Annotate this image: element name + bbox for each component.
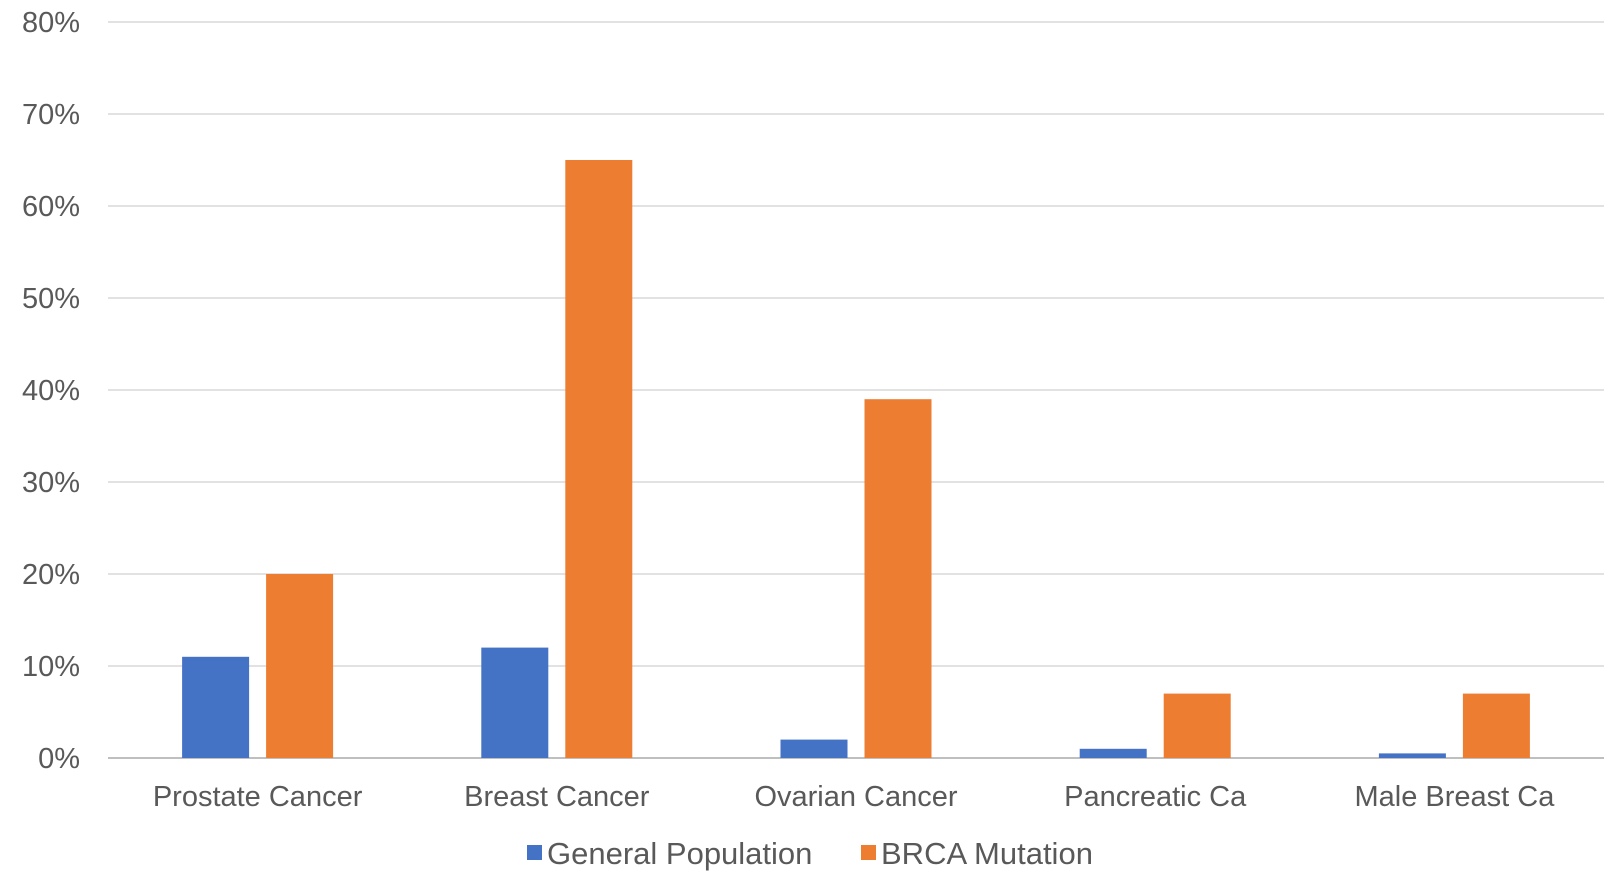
bar-general-population-0 [182,656,250,758]
x-category-label: Prostate Cancer [153,781,363,813]
legend-label: BRCA Mutation [881,836,1093,871]
bar-brca-mutation-1 [565,160,633,758]
x-category-label: Male Breast Ca [1354,781,1555,813]
bars [182,160,1530,758]
bar-general-population-2 [780,739,848,758]
bar-brca-mutation-3 [1163,693,1231,758]
x-category-label: Breast Cancer [464,781,650,813]
y-tick-label: 60% [22,191,80,223]
bar-brca-mutation-2 [864,399,932,758]
bar-general-population-4 [1378,753,1446,758]
gridlines [108,21,1604,759]
bar-general-population-1 [481,647,549,758]
x-category-label: Ovarian Cancer [754,781,957,813]
y-tick-label: 30% [22,467,80,499]
x-category-label: Pancreatic Ca [1064,781,1247,813]
y-axis-tick-labels: 0% 10% 20% 30% 40% 50% 60% 70% 80% [22,7,80,775]
legend: General Population BRCA Mutation [527,836,1093,871]
legend-label: General Population [547,836,812,871]
legend-swatch-brca-mutation [861,845,876,860]
x-axis-category-labels: Prostate Cancer Breast Cancer Ovarian Canc… [153,781,1555,813]
y-tick-label: 20% [22,559,80,591]
y-tick-label: 80% [22,7,80,39]
bar-general-population-3 [1079,748,1147,758]
y-tick-label: 70% [22,99,80,131]
y-tick-label: 40% [22,375,80,407]
y-tick-label: 0% [38,743,80,775]
legend-swatch-general-population [527,845,542,860]
y-tick-label: 50% [22,283,80,315]
bar-brca-mutation-4 [1462,693,1530,758]
bar-brca-mutation-0 [266,574,334,758]
y-tick-label: 10% [22,651,80,683]
